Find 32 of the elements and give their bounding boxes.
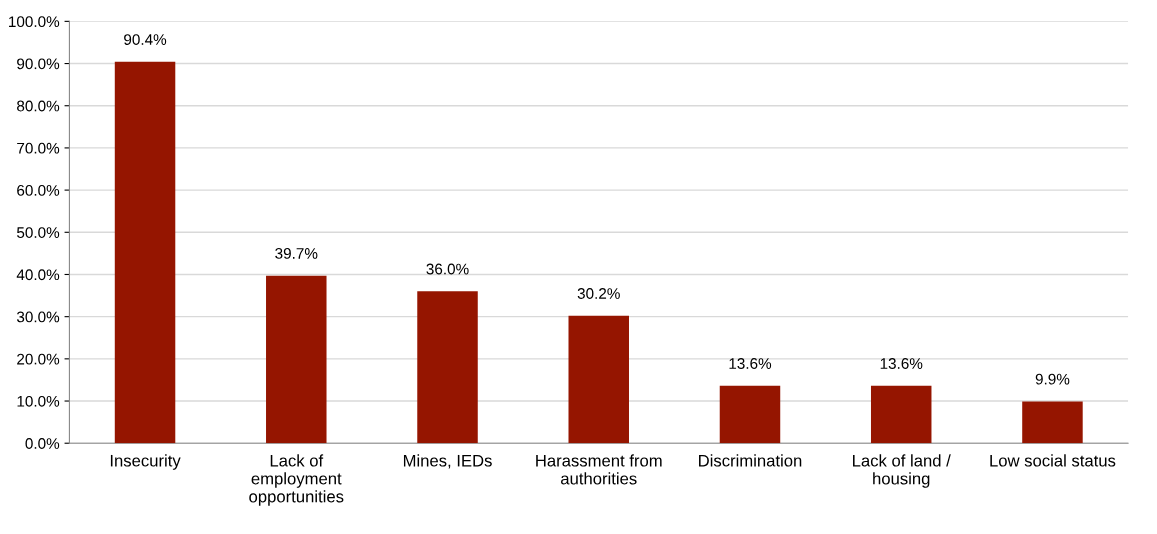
x-tick-label: Harassment from authorities xyxy=(536,454,662,485)
bar xyxy=(417,291,478,444)
data-label: 36.0% xyxy=(426,263,469,275)
data-label: 9.9% xyxy=(1035,373,1070,385)
bar xyxy=(870,385,932,444)
x-tick-label: Lack of land / housing xyxy=(853,454,951,488)
y-tick-label: 10.0% xyxy=(17,395,60,407)
y-tick-label: 40.0% xyxy=(16,269,60,281)
x-tick-label: Low social status xyxy=(990,454,1116,467)
y-tick-label: 80.0% xyxy=(17,100,60,112)
x-tick-label: Lack of employment opportunities xyxy=(249,454,344,506)
data-label: 90.4% xyxy=(124,34,167,45)
y-tick-label: 50.0% xyxy=(16,227,60,238)
data-label: 39.7% xyxy=(275,248,318,259)
x-tick-label: Discrimination xyxy=(699,454,802,467)
bar xyxy=(114,61,176,444)
bar xyxy=(266,275,327,444)
y-tick-label: 0.0% xyxy=(25,438,60,449)
x-tick-label: Mines, IEDs xyxy=(403,454,492,469)
bar xyxy=(568,315,629,444)
y-tick-label: 70.0% xyxy=(17,142,60,154)
y-tick-label: 20.0% xyxy=(17,353,60,365)
y-tick-label: 60.0% xyxy=(17,184,60,196)
data-label: 13.6% xyxy=(729,358,772,369)
data-label: 13.6% xyxy=(880,358,923,369)
y-tick-label: 100.0% xyxy=(9,16,60,28)
y-tick-label: 90.0% xyxy=(17,58,60,70)
y-tick-label: 30.0% xyxy=(16,311,60,323)
bar xyxy=(719,385,781,444)
bar xyxy=(1022,401,1083,444)
data-label: 30.2% xyxy=(577,288,620,299)
x-tick-label: Insecurity xyxy=(110,454,181,470)
